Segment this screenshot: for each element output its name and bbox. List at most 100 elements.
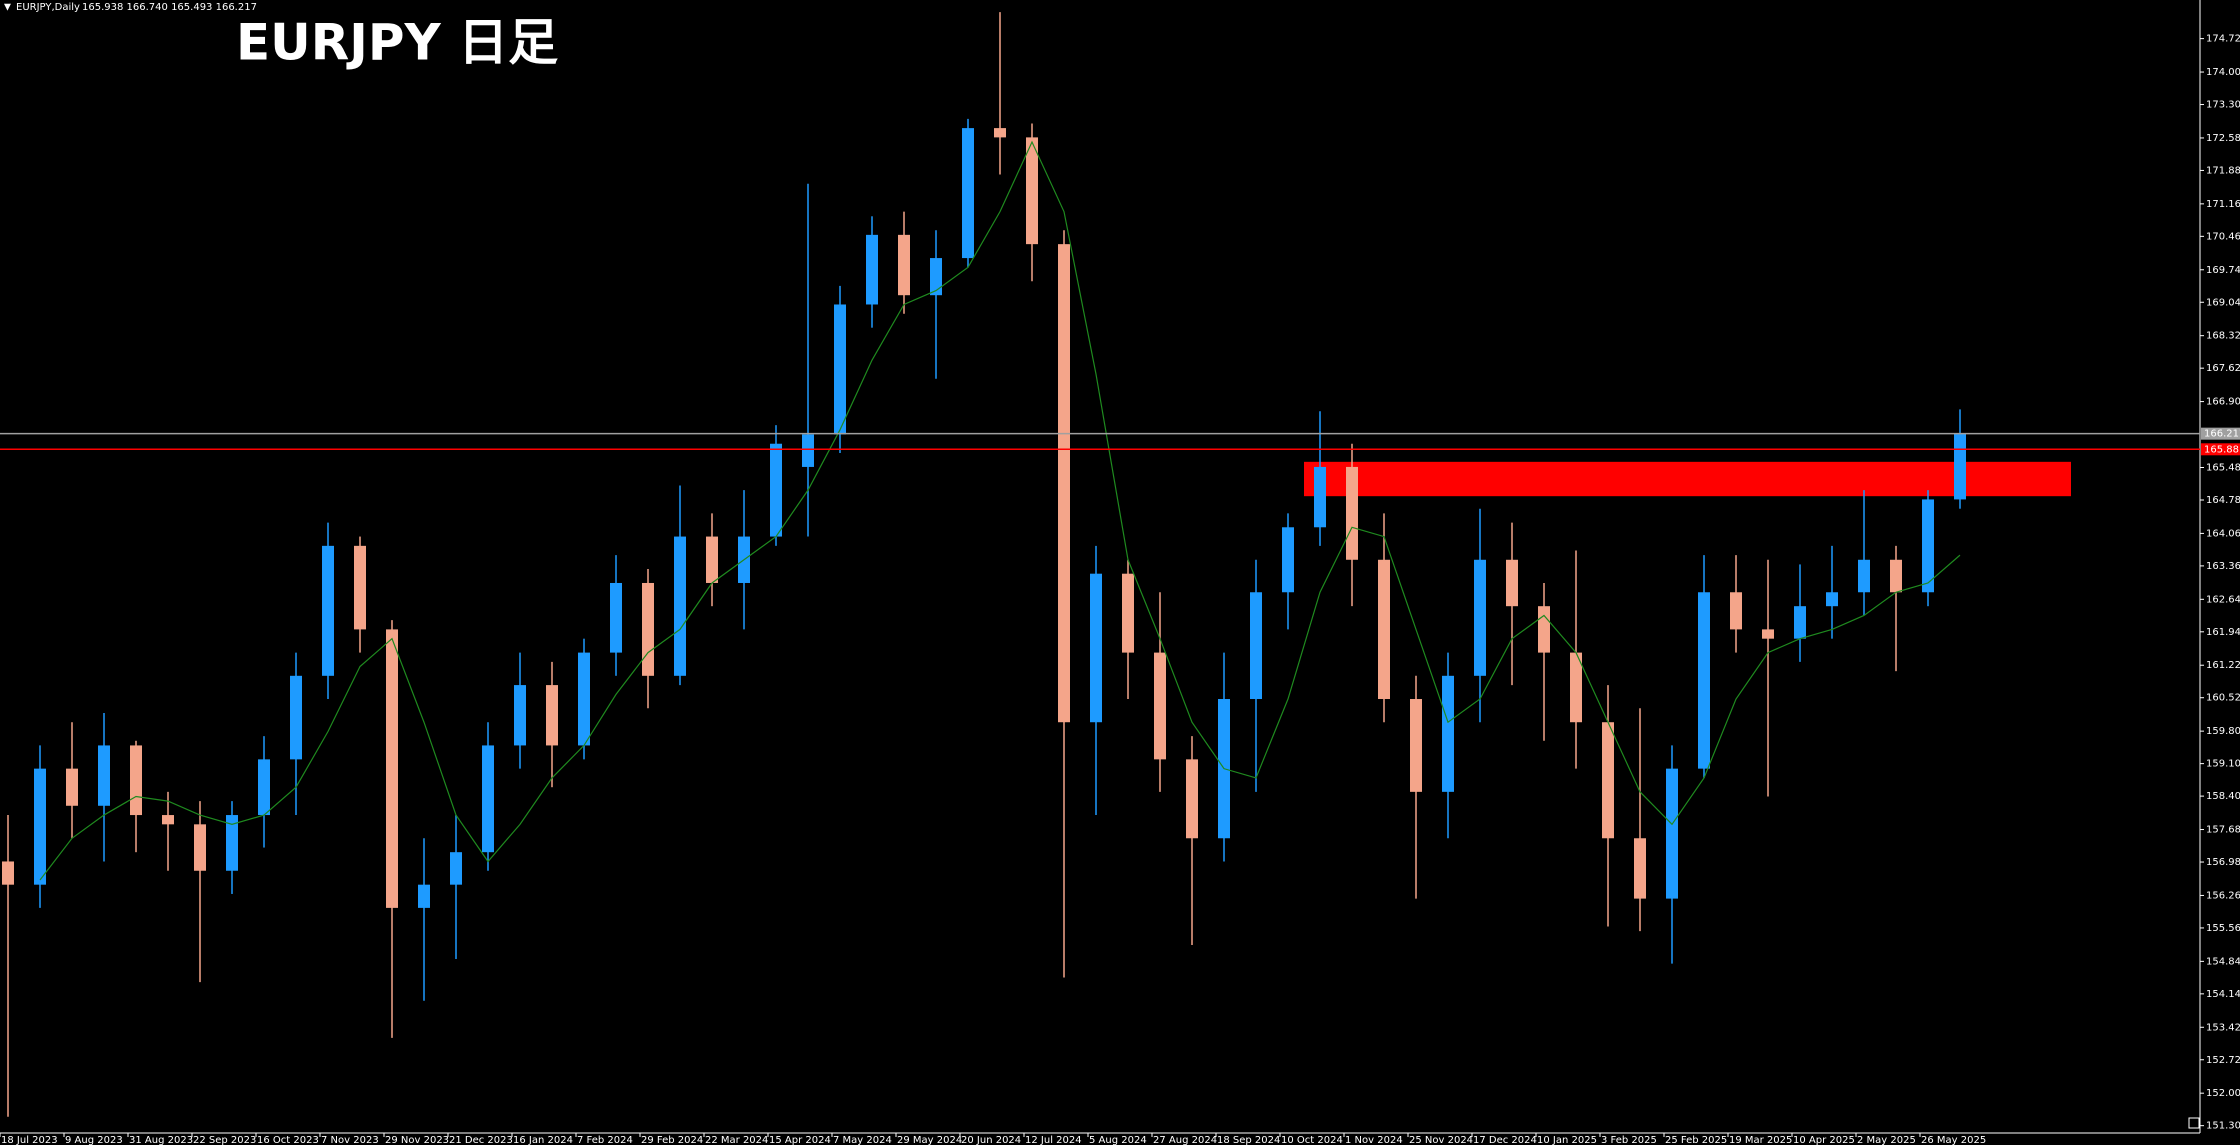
y-tick-label: 154.148: [2206, 989, 2240, 1000]
x-tick-label: 17 Dec 2024: [1473, 1135, 1537, 1145]
candle-body: [642, 582, 654, 676]
y-tick-label: 155.568: [2206, 923, 2240, 934]
candle-body: [1730, 592, 1742, 630]
candle-body: [1090, 573, 1102, 723]
y-tick-label: 152.728: [2206, 1055, 2240, 1066]
y-tick-label: 158.408: [2206, 791, 2240, 802]
y-tick-label: 171.888: [2206, 165, 2240, 176]
candle-body: [1154, 652, 1166, 760]
y-tick-label: 153.428: [2206, 1022, 2240, 1033]
y-tick-label: 173.308: [2206, 100, 2240, 111]
candle-body: [162, 815, 174, 825]
x-tick-label: 3 Feb 2025: [1601, 1135, 1657, 1145]
candle-body: [1474, 559, 1486, 676]
candle-body: [98, 745, 110, 806]
y-tick-label: 174.008: [2206, 67, 2240, 78]
y-tick-label: 156.988: [2206, 857, 2240, 868]
price-label: 166.217: [2204, 429, 2240, 440]
y-tick-label: 165.488: [2206, 462, 2240, 473]
candle-body: [1922, 499, 1934, 593]
candle-body: [994, 128, 1006, 138]
candle-body: [1538, 606, 1550, 653]
candle-body: [514, 685, 526, 746]
y-tick-label: 171.168: [2206, 199, 2240, 210]
candle-body: [1058, 244, 1070, 723]
candle-body: [866, 234, 878, 305]
y-tick-label: 167.628: [2206, 363, 2240, 374]
x-tick-label: 18 Sep 2024: [1217, 1135, 1280, 1145]
candle-body: [898, 234, 910, 296]
candle-body: [802, 434, 814, 467]
candle-body: [1410, 699, 1422, 792]
candle-body: [1954, 433, 1966, 500]
menu-arrow: ▼: [4, 3, 11, 13]
x-tick-label: 16 Jan 2024: [513, 1135, 573, 1145]
x-tick-label: 7 Nov 2023: [321, 1135, 379, 1145]
x-tick-label: 29 Nov 2023: [385, 1135, 449, 1145]
candle-body: [1570, 652, 1582, 723]
x-tick-label: 16 Oct 2023: [257, 1135, 319, 1145]
resistance-zone: [1304, 461, 2071, 497]
candle-body: [354, 545, 366, 630]
candle-body: [1026, 137, 1038, 245]
x-tick-label: 1 Nov 2024: [1345, 1135, 1403, 1145]
y-tick-label: 151.308: [2206, 1121, 2240, 1132]
candle-body: [290, 675, 302, 760]
candle-body: [962, 128, 974, 259]
x-tick-label: 31 Aug 2023: [129, 1135, 193, 1145]
y-tick-label: 162.648: [2206, 594, 2240, 605]
y-tick-label: 169.748: [2206, 265, 2240, 276]
candle-body: [706, 536, 718, 583]
y-tick-label: 154.848: [2206, 956, 2240, 967]
candle-body: [1634, 838, 1646, 899]
x-tick-label: 27 Aug 2024: [1153, 1135, 1217, 1145]
candle-body: [1122, 573, 1134, 653]
y-tick-label: 160.528: [2206, 693, 2240, 704]
y-tick-label: 157.688: [2206, 825, 2240, 836]
candle-body: [1314, 466, 1326, 528]
candle-body: [418, 884, 430, 908]
candle-body: [546, 685, 558, 746]
candle-body: [1762, 629, 1774, 639]
candle-body: [1442, 675, 1454, 792]
x-tick-label: 29 May 2024: [897, 1135, 962, 1145]
candle-body: [226, 815, 238, 871]
x-tick-label: 21 Dec 2023: [449, 1135, 513, 1145]
y-tick-label: 161.948: [2206, 627, 2240, 638]
y-tick-label: 156.268: [2206, 890, 2240, 901]
candle-body: [450, 852, 462, 885]
candle-body: [386, 629, 398, 908]
candle-body: [130, 745, 142, 816]
candle-body: [1858, 559, 1870, 593]
x-tick-label: 10 Jan 2025: [1537, 1135, 1597, 1145]
candle-body: [1378, 559, 1390, 700]
y-tick-label: 152.008: [2206, 1088, 2240, 1099]
y-tick-label: 169.048: [2206, 297, 2240, 308]
candle-body: [1506, 559, 1518, 607]
x-tick-label: 22 Sep 2023: [193, 1135, 256, 1145]
price-label-bg: [2201, 427, 2240, 440]
candle-body: [1282, 527, 1294, 593]
candle-body: [2, 861, 14, 885]
candle-body: [834, 304, 846, 435]
candle-body: [258, 759, 270, 816]
x-tick-label: 19 Mar 2025: [1729, 1135, 1792, 1145]
candle-body: [1698, 592, 1710, 769]
symbol: EURJPY,Daily: [16, 2, 80, 13]
scroll-icon[interactable]: [2188, 1117, 2200, 1129]
y-tick-label: 163.368: [2206, 561, 2240, 572]
x-tick-label: 7 May 2024: [833, 1135, 892, 1145]
candle-body: [1826, 592, 1838, 607]
x-tick-label: 10 Apr 2025: [1793, 1135, 1855, 1145]
x-tick-label: 22 Mar 2024: [705, 1135, 768, 1145]
x-tick-label: 25 Feb 2025: [1665, 1135, 1727, 1145]
moving-average: [39, 140, 1961, 881]
price-label: 165.88: [2204, 444, 2239, 455]
candle-body: [1346, 466, 1358, 560]
candle-body: [34, 768, 46, 885]
x-tick-label: 29 Feb 2024: [641, 1135, 703, 1145]
candle-body: [1890, 559, 1902, 593]
y-tick-label: 172.588: [2206, 133, 2240, 144]
candle-body: [1666, 768, 1678, 899]
